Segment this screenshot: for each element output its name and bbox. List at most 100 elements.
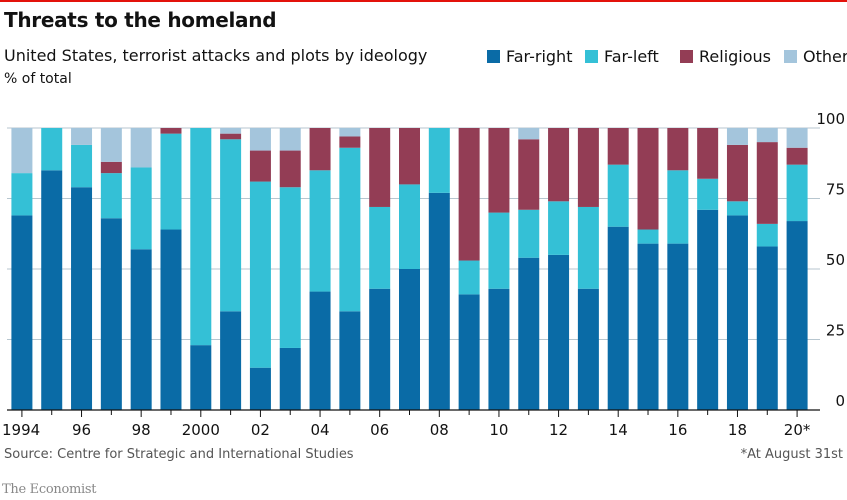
legend-swatch-other (784, 50, 797, 63)
legend-swatch-far-left (585, 50, 598, 63)
bar-1998-far-left (130, 167, 152, 250)
bar-2002-far-right (249, 367, 271, 410)
bar-2016-religious (667, 128, 689, 171)
bar-2003-other (279, 128, 301, 151)
x-tick-label-20*: 20* (784, 421, 811, 439)
bar-1999-far-right (160, 229, 182, 410)
bar-2014-far-left (607, 164, 629, 227)
bar-2018-religious (726, 144, 748, 202)
y-tick-label-25: 25 (826, 322, 845, 340)
bar-1996-other (71, 128, 93, 145)
bar-2005-far-left (339, 147, 361, 312)
bar-2017-far-left (697, 178, 719, 210)
x-tick-label-1994: 1994 (2, 421, 40, 439)
bar-2012-religious (548, 128, 570, 202)
bar-1998-far-right (130, 249, 152, 410)
bar-1996-far-left (71, 144, 93, 188)
bar-2014-religious (607, 128, 629, 165)
bar-2004-religious (309, 128, 331, 171)
x-tick-label-14: 14 (609, 421, 628, 439)
legend-swatch-religious (680, 50, 693, 63)
bar-2013-far-right (577, 288, 599, 410)
x-tick-label-06: 06 (370, 421, 389, 439)
legend-label-other: Other (803, 47, 847, 66)
x-tick-label-08: 08 (430, 421, 449, 439)
bar-1995-far-right (41, 170, 63, 410)
bar-2009-religious (458, 128, 480, 261)
chart-subtitle: United States, terrorist attacks and plo… (4, 46, 428, 65)
bar-2012-far-left (548, 201, 570, 255)
bar-2013-religious (577, 128, 599, 207)
bar-2002-religious (249, 150, 271, 182)
x-tick-label-98: 98 (132, 421, 151, 439)
bar-2017-religious (697, 128, 719, 179)
legend-swatch-far-right (487, 50, 500, 63)
bar-2008-far-left (428, 128, 450, 193)
y-tick-label-50: 50 (826, 251, 845, 269)
bar-2019-religious (756, 142, 778, 224)
bar-2017-far-right (697, 209, 719, 410)
y-tick-label-100: 100 (816, 110, 845, 128)
bar-2020-other (786, 128, 808, 148)
bar-2000-far-right (190, 345, 212, 410)
bar-2019-far-right (756, 246, 778, 410)
bar-2000-far-left (190, 128, 212, 346)
bar-2012-far-right (548, 254, 570, 410)
bar-1994-other (11, 128, 33, 174)
bar-2009-far-left (458, 260, 480, 295)
bar-2002-other (249, 128, 271, 151)
source-note: Source: Centre for Strategic and Interna… (4, 447, 354, 462)
bar-2004-far-left (309, 170, 331, 292)
top-accent-line (0, 0, 847, 2)
bar-2009-far-right (458, 294, 480, 410)
bar-2016-far-left (667, 170, 689, 244)
y-tick-label-0: 0 (835, 392, 845, 410)
bar-2018-other (726, 128, 748, 145)
bar-2001-religious (220, 133, 242, 140)
bar-2003-religious (279, 150, 301, 188)
bar-2011-other (518, 128, 540, 140)
x-tick-label-10: 10 (489, 421, 508, 439)
x-tick-label-02: 02 (251, 421, 270, 439)
legend-item-far-right: Far-right (487, 47, 572, 66)
x-tick-label-16: 16 (668, 421, 687, 439)
bar-1994-far-left (11, 173, 33, 216)
bar-2006-far-right (369, 288, 391, 410)
bar-2004-far-right (309, 291, 331, 410)
bar-2001-far-left (220, 139, 242, 312)
bar-2010-far-right (488, 288, 510, 410)
bar-2001-far-right (220, 311, 242, 410)
bar-2020-far-left (786, 164, 808, 222)
bar-2019-far-left (756, 223, 778, 247)
bar-2001-other (220, 128, 242, 134)
x-tick-label-04: 04 (311, 421, 330, 439)
legend-item-religious: Religious (680, 47, 771, 66)
footnote: *At August 31st (740, 447, 843, 462)
bar-2014-far-right (607, 226, 629, 410)
x-tick-label-96: 96 (72, 421, 91, 439)
bar-2007-far-right (399, 269, 420, 410)
bar-2020-religious (786, 147, 808, 165)
bar-2016-far-right (667, 243, 689, 410)
y-axis-unit-label: % of total (4, 71, 72, 87)
x-tick-label-2000: 2000 (182, 421, 220, 439)
bar-2003-far-left (279, 187, 301, 348)
bar-1994-far-right (11, 215, 33, 410)
bar-1997-far-right (100, 218, 122, 410)
bar-1997-religious (100, 161, 122, 174)
legend-item-far-left: Far-left (585, 47, 659, 66)
legend-label-religious: Religious (699, 47, 771, 66)
bar-2018-far-right (726, 215, 748, 410)
bar-1999-far-left (160, 133, 182, 230)
bar-2019-other (756, 128, 778, 143)
bar-2006-far-left (369, 206, 391, 289)
legend-label-far-left: Far-left (604, 47, 659, 66)
bar-1995-far-left (41, 128, 63, 171)
bar-2002-far-left (249, 181, 271, 368)
bar-2011-religious (518, 139, 540, 210)
bar-1996-far-right (71, 187, 93, 410)
bar-1999-religious (160, 128, 182, 134)
bar-2013-far-left (577, 206, 599, 289)
bar-2005-far-right (339, 311, 361, 410)
bar-2005-religious (339, 136, 361, 148)
